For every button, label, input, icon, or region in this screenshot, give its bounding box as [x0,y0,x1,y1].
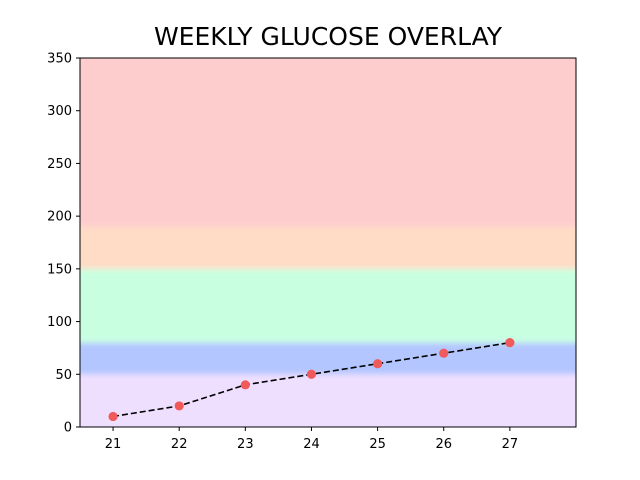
data-point [505,338,515,348]
x-tick-label: 23 [237,437,254,452]
chart-title: WEEKLY GLUCOSE OVERLAY [153,22,503,51]
y-tick-label: 0 [64,421,72,436]
plot-frame [79,57,577,428]
data-point [306,369,317,379]
x-axis-ticks: 21 22 23 24 25 26 27 [105,427,518,452]
range-band [80,268,576,343]
axes [79,57,577,428]
y-tick-label: 150 [47,262,72,277]
range-band [80,58,576,227]
x-tick-label: 24 [303,437,320,452]
range-bands [80,58,576,427]
x-tick-label: 26 [435,437,452,452]
data-point [240,380,250,390]
x-tick-label: 27 [502,437,519,452]
x-tick-label: 21 [105,437,122,452]
data-point [373,359,383,369]
range-band [80,374,576,427]
y-tick-label: 350 [47,52,72,67]
data-series [108,338,515,422]
data-point [174,401,184,411]
range-band [80,226,576,269]
y-tick-label: 200 [47,210,72,225]
y-axis-ticks: 0 50 100 150 200 250 300 350 [47,52,80,436]
y-tick-label: 300 [47,104,72,119]
y-tick-label: 250 [47,157,72,172]
y-tick-label: 100 [47,315,72,330]
range-band [80,342,576,375]
x-tick-label: 25 [369,437,386,452]
y-tick-label: 50 [55,368,72,383]
data-point [108,411,118,422]
data-point [439,348,449,358]
x-tick-label: 22 [171,437,188,452]
